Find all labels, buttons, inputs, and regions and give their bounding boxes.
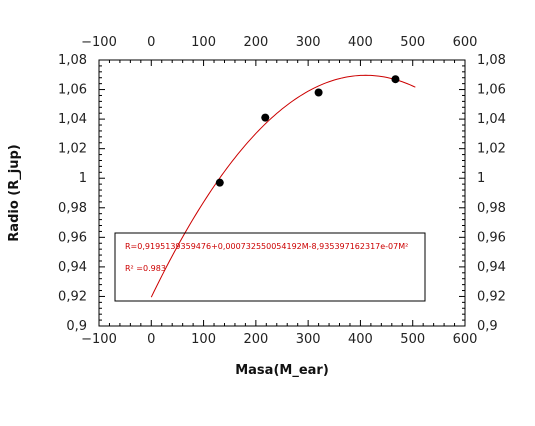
x-tick-label-top: 500 — [400, 35, 425, 50]
points-layer — [215, 75, 400, 187]
y-tick-label-right: 0,96 — [477, 230, 506, 245]
x-axis-title: Masa(M_ear) — [235, 363, 329, 378]
y-axis-title: Radio (R_jup) — [7, 144, 22, 241]
x-tick-label-top: 400 — [348, 35, 373, 50]
data-point — [215, 178, 224, 187]
x-tick-label-top: 300 — [296, 35, 321, 50]
y-tick-label-left: 1,04 — [58, 112, 87, 127]
y-tick-label-right: 1,06 — [477, 83, 506, 98]
y-tick-label-left: 1,08 — [58, 53, 87, 68]
y-tick-label-left: 1,02 — [58, 142, 87, 157]
fit-curve — [150, 74, 416, 298]
data-point — [391, 75, 400, 84]
y-tick-label-right: 0,9 — [477, 319, 498, 334]
x-tick-label-bottom: 300 — [296, 332, 321, 347]
fit-equation-annotation: R=0,9195139359476+0,000732550054192M-8,9… — [125, 242, 408, 251]
y-tick-label-left: 0,98 — [58, 201, 87, 216]
data-point — [261, 113, 270, 122]
x-tick-label-bottom: 500 — [400, 332, 425, 347]
y-tick-label-left: 0,92 — [58, 289, 87, 304]
x-tick-label-top: 0 — [147, 35, 155, 50]
x-tick-label-bottom: 100 — [191, 332, 216, 347]
x-tick-label-bottom: 600 — [453, 332, 478, 347]
x-tick-label-top: 600 — [453, 35, 478, 50]
r-squared-annotation: R² =0.983 — [125, 264, 166, 273]
y-tick-label-right: 1,08 — [477, 53, 506, 68]
y-tick-label-right: 0,92 — [477, 289, 506, 304]
plot-frame — [98, 59, 466, 327]
y-tick-label-right: 1 — [477, 171, 485, 186]
y-tick-label-right: 0,98 — [477, 201, 506, 216]
y-tick-label-left: 1 — [79, 171, 87, 186]
annotation-box — [114, 232, 426, 302]
y-tick-label-left: 0,94 — [58, 260, 87, 275]
y-tick-label-left: 0,9 — [66, 319, 87, 334]
x-tick-label-top: 200 — [243, 35, 268, 50]
ticks-layer: −100 −100 0 0 100 100 200 200 300 300 400 400 500 500… — [58, 35, 506, 347]
x-tick-label-top: −100 — [81, 35, 117, 50]
x-tick-label-top: 100 — [191, 35, 216, 50]
data-point — [314, 88, 323, 97]
x-tick-label-bottom: 200 — [243, 332, 268, 347]
y-tick-label-right: 1,02 — [477, 142, 506, 157]
y-tick-label-right: 1,04 — [477, 112, 506, 127]
x-tick-label-bottom: 400 — [348, 332, 373, 347]
x-tick-label-bottom: 0 — [147, 332, 155, 347]
y-tick-label-left: 0,96 — [58, 230, 87, 245]
y-tick-label-right: 0,94 — [477, 260, 506, 275]
x-tick-label-bottom: −100 — [81, 332, 117, 347]
y-tick-label-left: 1,06 — [58, 83, 87, 98]
